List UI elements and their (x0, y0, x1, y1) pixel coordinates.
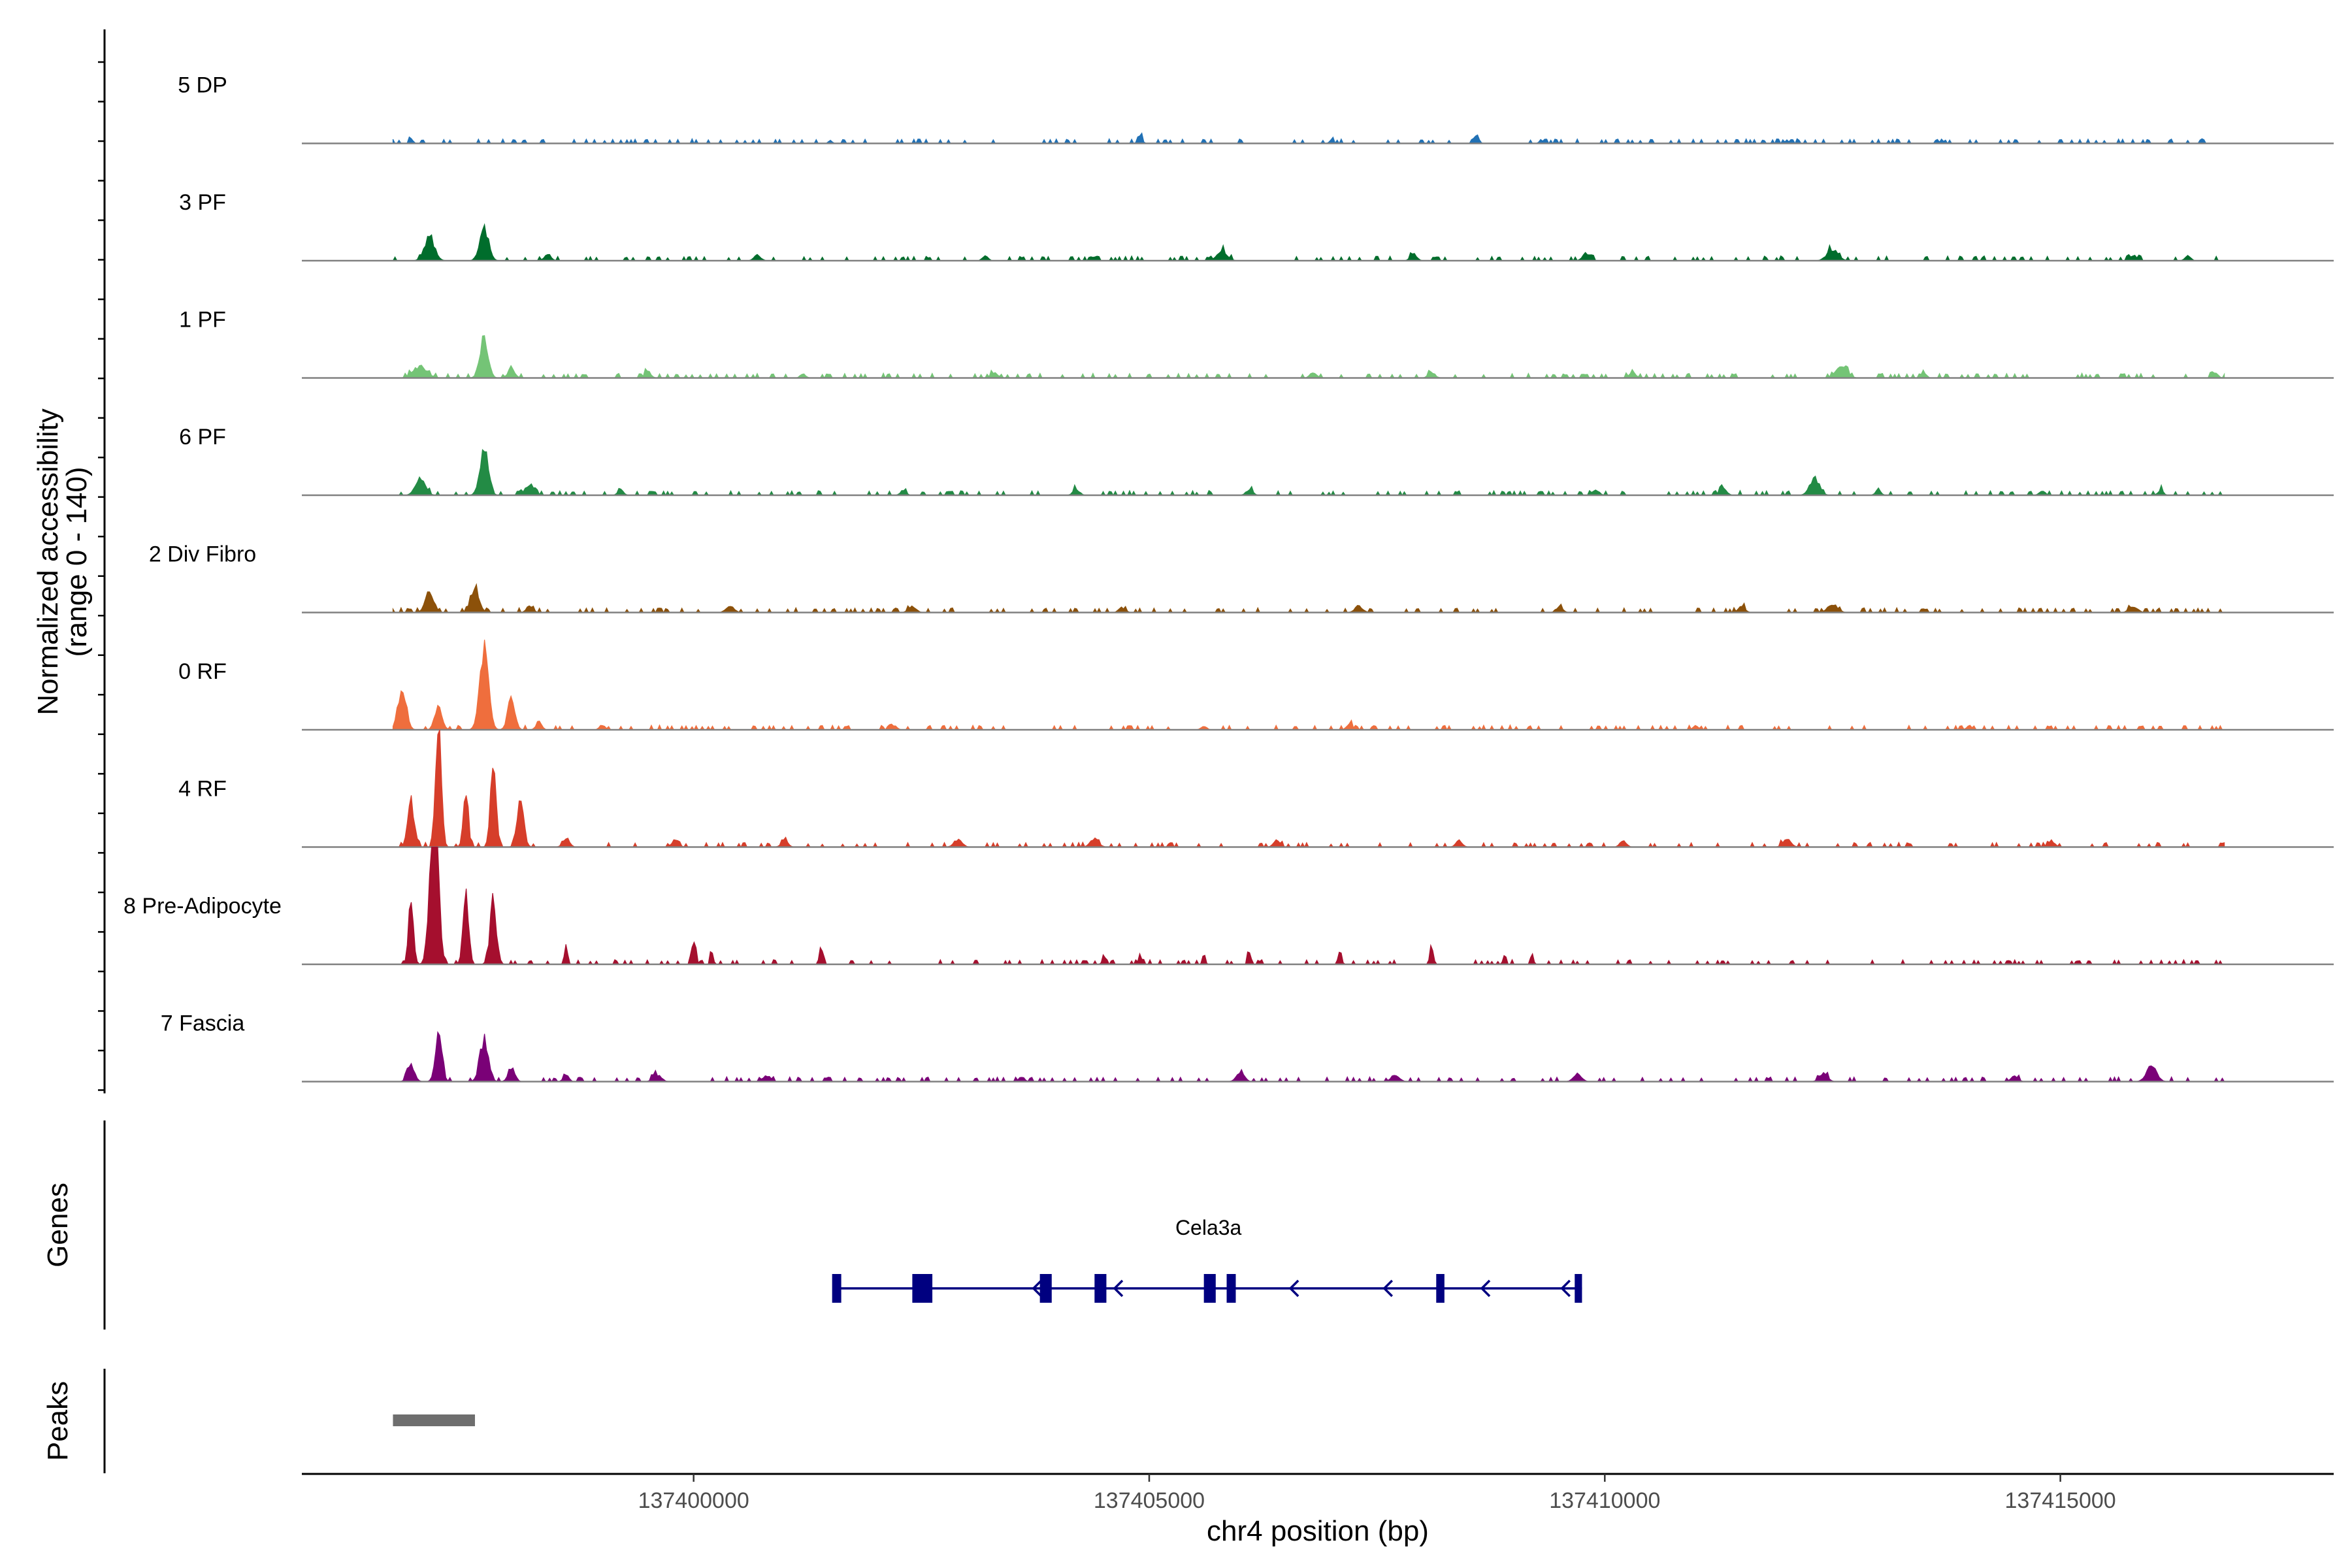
track-8-pre-adipocyte: 8 Pre-Adipocyte (123, 846, 2334, 966)
track-label: 5 DP (178, 73, 227, 98)
coverage-area (393, 335, 2225, 379)
track-label: 3 PF (179, 190, 226, 215)
peaks-panel-title: Peaks (42, 1381, 74, 1461)
x-tick-label: 137405000 (1094, 1488, 1205, 1513)
track-5-dp: 5 DP (178, 73, 2334, 144)
track-2-div-fibro: 2 Div Fibro (149, 542, 2334, 613)
y-axis (98, 29, 106, 1094)
strand-arrow (1113, 1279, 1124, 1298)
exon-1 (832, 1274, 841, 1303)
exon-2 (912, 1274, 933, 1303)
track-6-pf: 6 PF (179, 425, 2334, 497)
x-tick-label: 137400000 (638, 1488, 749, 1513)
exon-5 (1203, 1274, 1216, 1303)
x-axis-title: chr4 position (bp) (1207, 1515, 1429, 1547)
exon-6 (1226, 1274, 1236, 1303)
x-axis-ticks: 137400000 137405000 137410000 137415000 (638, 1474, 2116, 1513)
exon-7 (1436, 1274, 1445, 1303)
strand-arrow (1382, 1279, 1394, 1298)
genes-panel-title: Genes (42, 1183, 74, 1267)
track-label: 2 Div Fibro (149, 542, 256, 567)
coverage-area (392, 223, 2225, 262)
coverage-area (393, 449, 2225, 497)
peak-regions (393, 1414, 475, 1426)
track-3-pf: 3 PF (179, 190, 2334, 262)
track-label: 4 RF (178, 777, 227, 802)
strand-arrow (1288, 1279, 1299, 1298)
coverage-area (393, 729, 2225, 848)
track-label: 0 RF (178, 659, 227, 684)
strand-arrow (1480, 1279, 1491, 1298)
y-axis-title-line1: Normalized accessibility (32, 408, 64, 715)
track-4-rf: 4 RF (178, 729, 2334, 848)
track-label: 6 PF (179, 425, 226, 449)
coverage-area (392, 583, 2225, 613)
track-0-rf: 0 RF (178, 640, 2334, 731)
track-label: 8 Pre-Adipocyte (123, 894, 282, 919)
x-tick-label: 137415000 (2005, 1488, 2116, 1513)
coverage-area (392, 132, 2225, 144)
y-axis-title-line2: (range 0 - 140) (61, 466, 93, 657)
track-label: 7 Fascia (161, 1011, 245, 1036)
track-1-pf: 1 PF (179, 308, 2334, 379)
coverage-area (393, 1031, 2225, 1083)
coverage-area (393, 846, 2225, 966)
gene-model: Cela3a (832, 1216, 1582, 1303)
strand-arrow (1560, 1279, 1571, 1298)
exon-8 (1575, 1274, 1582, 1303)
gene-label-cela3a: Cela3a (1175, 1216, 1242, 1239)
x-tick-label: 137410000 (1549, 1488, 1660, 1513)
track-label: 1 PF (179, 308, 226, 333)
peak-region (393, 1414, 475, 1426)
coverage-area (392, 640, 2225, 731)
exon-4 (1094, 1274, 1107, 1303)
track-7-fascia: 7 Fascia (161, 1011, 2334, 1083)
strand-arrow (1032, 1279, 1043, 1298)
exon-3 (1039, 1274, 1052, 1303)
coverage-tracks: 5 DP 3 PF 1 PF 6 PF 2 Div Fibro 0 RF 4 RF 8 Pre… (123, 73, 2334, 1083)
